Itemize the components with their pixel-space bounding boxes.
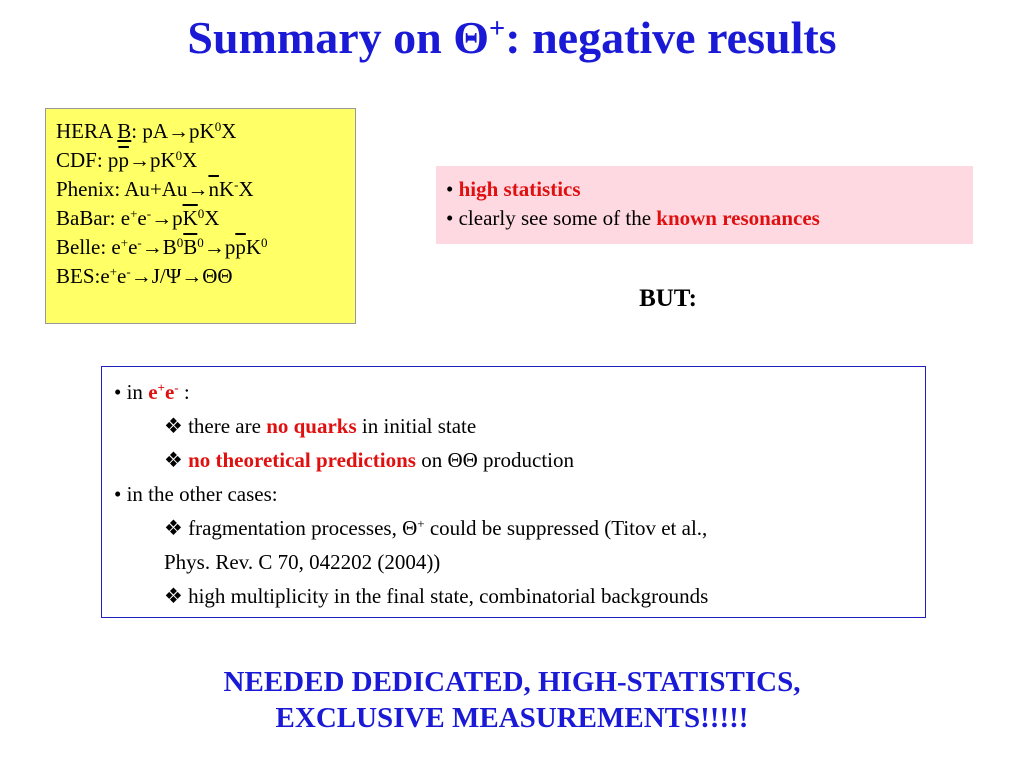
text-line: Phys. Rev. C 70, 042202 (2004)): [114, 545, 913, 579]
text-fragment: +: [109, 263, 118, 279]
text-fragment: ❖: [164, 448, 189, 472]
text-fragment: 0: [176, 234, 184, 250]
text-fragment: X: [238, 177, 254, 201]
text-fragment: +: [157, 379, 165, 395]
text-line: ❖ fragmentation processes, Θ+ could be s…: [114, 511, 913, 545]
text-fragment: 0: [260, 234, 268, 250]
text-fragment: • in the other cases:: [114, 482, 278, 506]
text-fragment: -: [137, 234, 142, 250]
text-fragment: -: [146, 205, 152, 221]
footer-line: EXCLUSIVE MEASUREMENTS!!!!!: [275, 702, 749, 734]
pros-box: • high statistics • clearly see some of t…: [436, 166, 973, 244]
slide-title: Summary on Θ+: negative results: [0, 8, 1024, 68]
text-fragment: :: [178, 380, 190, 404]
text-fragment: K: [182, 206, 198, 230]
text-fragment: could be suppressed (Titov et al.,: [424, 516, 708, 540]
text-fragment: X: [204, 206, 220, 230]
text-line: BaBar: e+e-→pK0X: [56, 204, 345, 233]
text-line: • in e+e- :: [114, 375, 913, 409]
text-fragment: on ΘΘ production: [415, 448, 575, 472]
text-fragment: →p: [151, 206, 183, 230]
text-line: • in the other cases:: [114, 477, 913, 511]
text-line: ❖ high multiplicity in the final state, …: [114, 579, 913, 613]
text-fragment: • in: [114, 380, 149, 404]
text-fragment: B: [183, 235, 198, 259]
footer-line: NEEDED DEDICATED, HIGH-STATISTICS,: [223, 666, 801, 698]
text-fragment: p: [118, 148, 129, 172]
text-fragment: X: [182, 148, 198, 172]
text-fragment: +: [417, 515, 425, 531]
text-fragment: X: [221, 119, 237, 143]
text-fragment: no theoretical predictions: [188, 448, 416, 472]
text-fragment: -: [126, 263, 131, 279]
text-fragment: CDF: p: [56, 148, 119, 172]
text-fragment: -: [174, 379, 179, 395]
text-fragment: Phenix: Au+Au→: [56, 177, 209, 201]
text-line: ❖ there are no quarks in initial state: [114, 409, 913, 443]
text-fragment: K: [245, 235, 261, 259]
text-fragment: e: [164, 380, 175, 404]
text-fragment: ❖ fragmentation processes, Θ: [164, 516, 418, 540]
text-line: CDF: pp→pK0X: [56, 146, 345, 175]
text-fragment: e: [148, 380, 158, 404]
text-fragment: in initial state: [356, 414, 477, 438]
text-fragment: +: [130, 205, 138, 221]
text-fragment: →p: [203, 235, 236, 259]
text-fragment: 0: [175, 147, 183, 163]
text-fragment: •: [446, 177, 459, 201]
text-fragment: -: [234, 176, 239, 192]
text-fragment: : negative results: [505, 12, 837, 63]
but-label: BUT:: [639, 285, 697, 312]
text-fragment: →J/Ψ→ΘΘ: [130, 264, 233, 288]
text-fragment: K: [218, 177, 235, 201]
experiments-box: HERA B: pA→pK0X CDF: pp→pK0X Phenix: Au+Au…: [45, 108, 356, 324]
text-fragment: p: [235, 235, 246, 259]
text-fragment: ❖ there are: [164, 414, 267, 438]
text-fragment: HERA: [56, 119, 118, 143]
text-fragment: 0: [197, 234, 204, 250]
text-fragment: e: [137, 206, 147, 230]
text-fragment: n: [208, 177, 219, 201]
text-line: Belle: e+e-→B0B0→ppK0: [56, 233, 345, 262]
footer: NEEDED DEDICATED, HIGH-STATISTICS, EXCLUS…: [0, 664, 1024, 736]
text-fragment: no quarks: [266, 414, 357, 438]
text-line: HERA B: pA→pK0X: [56, 117, 345, 146]
text-fragment: 0: [214, 118, 222, 134]
text-fragment: BES:e: [56, 264, 110, 288]
text-fragment: +: [120, 234, 129, 250]
text-fragment: Phys. Rev. C 70, 042202 (2004)): [164, 550, 441, 574]
text-line: ❖ no theoretical predictions on ΘΘ produ…: [114, 443, 913, 477]
text-fragment: →B: [141, 235, 177, 259]
text-fragment: BaBar: e: [56, 206, 131, 230]
text-fragment: 0: [197, 205, 205, 221]
text-fragment: Summary on Θ: [187, 12, 489, 63]
text-fragment: : pA→pK: [131, 119, 215, 143]
text-fragment: ❖ high multiplicity in the final state, …: [164, 584, 709, 608]
text-fragment: e: [128, 235, 138, 259]
cons-box: • in e+e- : ❖ there are no quarks in init…: [101, 366, 926, 618]
text-fragment: Belle: e: [56, 235, 121, 259]
text-fragment: →pK: [128, 148, 176, 172]
text-line: • clearly see some of the known resonanc…: [446, 204, 963, 233]
text-fragment: B: [117, 119, 132, 143]
text-line: • high statistics: [446, 175, 963, 204]
text-fragment: known resonances: [656, 206, 820, 230]
text-line: BES:e+e-→J/Ψ→ΘΘ: [56, 262, 345, 291]
text-fragment: • clearly see some of the: [446, 206, 657, 230]
text-fragment: high statistics: [458, 177, 581, 201]
text-fragment: +: [489, 13, 506, 45]
text-line: Phenix: Au+Au→nK-X: [56, 175, 345, 204]
text-fragment: e: [117, 264, 127, 288]
